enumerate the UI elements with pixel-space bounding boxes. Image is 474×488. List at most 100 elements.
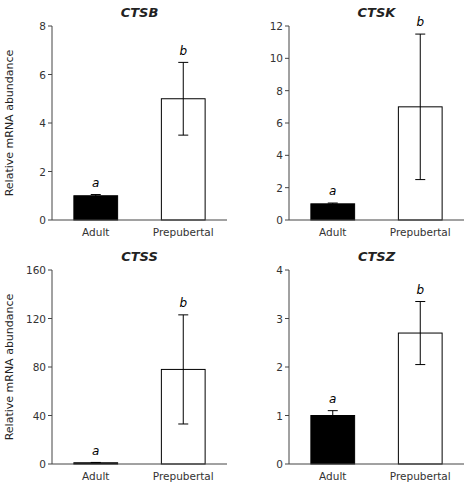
error-stem (332, 411, 333, 421)
background (0, 0, 474, 488)
tick-label: 160 (26, 264, 46, 276)
error-cap (178, 135, 188, 136)
error-bar (178, 62, 188, 135)
tick-label: 10 (270, 52, 283, 64)
tick-label: Prepubertal (153, 226, 214, 238)
tick-label: 40 (33, 410, 46, 422)
annotation: a (329, 184, 336, 198)
tick-label: 3 (276, 313, 283, 325)
error-bar (415, 34, 425, 180)
error-bar (178, 315, 188, 424)
title: CTSS (121, 249, 158, 264)
error-cap (328, 410, 338, 411)
tick-label: 4 (276, 149, 283, 161)
y-axis (52, 26, 53, 220)
tick-mark (48, 171, 52, 172)
tick-label: 0 (276, 214, 283, 226)
error-cap (178, 423, 188, 424)
x-axis (52, 220, 227, 221)
tick-mark (48, 270, 52, 271)
tick-label: Prepubertal (390, 470, 451, 482)
axis-label: Relative mRNA abundance (3, 49, 16, 196)
y-axis (289, 26, 290, 220)
error-bar (328, 203, 338, 205)
title: CTSK (358, 5, 397, 20)
error-cap (328, 420, 338, 421)
tick-label: 8 (276, 85, 283, 97)
tick-mark (48, 220, 52, 221)
bar (311, 204, 355, 220)
figure: CTSB 0 2 4 6 8 Relative mRNA abundance a Adult b P… (0, 0, 474, 488)
tick-label: 6 (276, 117, 283, 129)
axis-label: Relative mRNA abundance (3, 293, 16, 440)
marks (74, 315, 205, 464)
y-axis (289, 270, 290, 464)
tick-mark (48, 123, 52, 124)
chart-root: CTSB 0 2 4 6 8 Relative mRNA abundance a Adult b P… (0, 0, 474, 488)
tick-mark (285, 155, 289, 156)
tick-label: 0 (39, 458, 46, 470)
tick-mark (285, 123, 289, 124)
error-cap (91, 462, 101, 463)
error-stem (183, 315, 184, 424)
tick-mark (48, 26, 52, 27)
tick-mark (285, 270, 289, 271)
tick-mark (285, 90, 289, 91)
panel: CTSK024681012aAdultbPrepubertal (270, 5, 464, 238)
error-cap (415, 179, 425, 180)
error-cap (91, 194, 101, 195)
marks (311, 302, 442, 464)
tick-mark (48, 74, 52, 75)
tick-mark (48, 367, 52, 368)
tick-label: Adult (82, 226, 109, 238)
annotation: b (416, 283, 424, 297)
tick-label: 12 (270, 20, 283, 32)
tick-mark (48, 415, 52, 416)
annotation: a (92, 176, 99, 190)
tick-mark (48, 464, 52, 465)
panel: CTSB 0 2 4 6 8 Relative mRNA abundance a Adult b P… (3, 5, 227, 238)
tick-label: 6 (39, 69, 46, 81)
error-cap (178, 62, 188, 63)
tick-mark (48, 318, 52, 319)
y-axis (52, 270, 53, 464)
annotation: b (179, 44, 187, 58)
x-axis (289, 464, 464, 465)
error-bar (415, 302, 425, 365)
tick-mark (285, 187, 289, 188)
tick-mark (285, 58, 289, 59)
tick-label: 4 (39, 117, 46, 129)
tick-label: 1 (276, 410, 283, 422)
tick-label: Prepubertal (153, 470, 214, 482)
error-stem (183, 62, 184, 135)
error-bar (91, 462, 101, 464)
error-cap (91, 196, 101, 197)
tick-label: Adult (319, 470, 346, 482)
tick-mark (285, 318, 289, 319)
annotation: a (329, 392, 336, 406)
tick-mark (285, 464, 289, 465)
title: CTSB (121, 5, 159, 20)
tick-label: 2 (276, 182, 283, 194)
tick-label: 8 (39, 20, 46, 32)
error-stem (420, 34, 421, 180)
x-axis (52, 464, 227, 465)
tick-label: 4 (276, 264, 283, 276)
tick-label: Adult (82, 470, 109, 482)
error-stem (420, 302, 421, 365)
panel: CTSZ01234aAdultbPrepubertal (276, 249, 464, 482)
marks (74, 62, 205, 220)
error-cap (328, 203, 338, 204)
tick-mark (285, 26, 289, 27)
annotation: b (179, 296, 187, 310)
tick-mark (285, 367, 289, 368)
tick-label: 2 (276, 361, 283, 373)
tick-label: 2 (39, 166, 46, 178)
error-bar (91, 195, 101, 197)
title: CTSZ (358, 249, 396, 264)
tick-label: 120 (26, 313, 46, 325)
bar (74, 196, 118, 220)
tick-label: 0 (39, 214, 46, 226)
tick-label: Adult (319, 226, 346, 238)
error-cap (328, 204, 338, 205)
